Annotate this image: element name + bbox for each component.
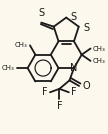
Text: S: S [38,8,44,18]
Text: N: N [70,63,78,73]
Text: F: F [71,87,77,97]
Text: CH₃: CH₃ [2,65,14,71]
Text: S: S [83,23,89,33]
Text: CH₃: CH₃ [93,58,106,64]
Text: CH₃: CH₃ [93,46,106,51]
Text: F: F [57,101,62,111]
Text: O: O [83,81,90,91]
Text: CH₃: CH₃ [15,42,27,48]
Text: F: F [42,87,47,97]
Text: S: S [71,12,77,22]
